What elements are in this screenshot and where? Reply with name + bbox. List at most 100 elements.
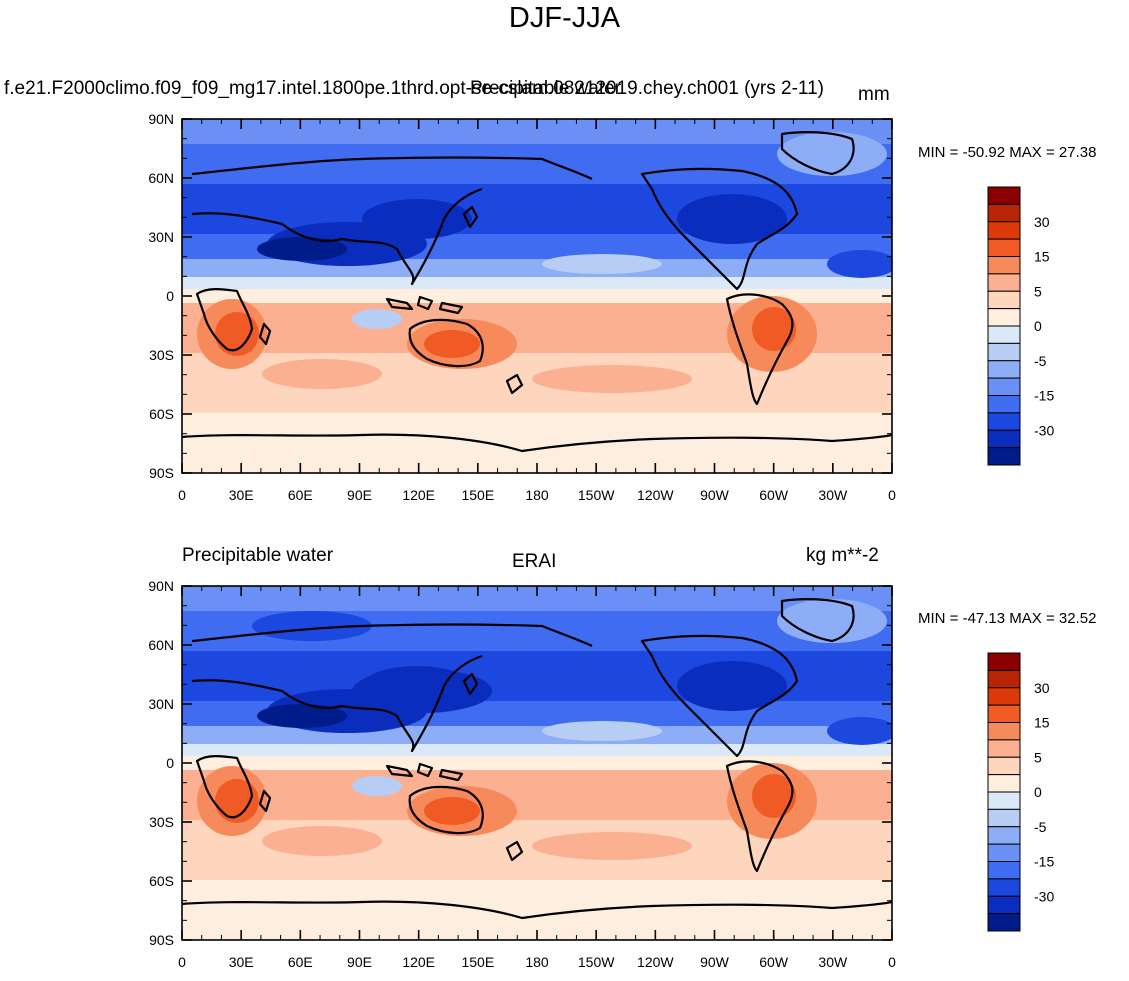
model-lat-label: 30N [148, 229, 174, 245]
erai-colorbar-swatch [987, 652, 1021, 671]
model-lon-label: 30W [818, 487, 848, 503]
erai-lon-label: 120W [637, 954, 674, 970]
erai-colorbar-swatch [987, 843, 1021, 862]
erai-variable-title: Precipitable water [182, 545, 334, 566]
model-colorbar-swatch [987, 325, 1021, 344]
erai-max-label: MAX = 32.52 [1009, 610, 1097, 627]
model-colorbar-swatch [987, 395, 1021, 414]
erai-colorbar-swatch [987, 861, 1021, 880]
model-lat-label: 90S [149, 465, 174, 481]
erai-colorbar-swatch [987, 808, 1021, 828]
erai-colorbar-swatch [987, 791, 1021, 810]
model-colorbar-label: -15 [1034, 388, 1054, 404]
model-lon-label: 90W [700, 487, 730, 503]
erai-lon-label: 60E [288, 954, 313, 970]
erai-dataset-title: ERAI [512, 551, 557, 572]
erai-colorbar-swatch [987, 669, 1021, 689]
model-lon-label: 120W [637, 487, 674, 503]
model-lat-label: 90N [148, 111, 174, 127]
erai-colorbar-label: 15 [1034, 715, 1050, 731]
model-colorbar-swatch [987, 256, 1021, 275]
model-colorbar-swatch [987, 412, 1021, 431]
model-colorbar-label: 15 [1034, 249, 1050, 265]
erai-lon-label: 60W [759, 954, 789, 970]
erai-min-label: MIN = -47.13 [918, 610, 1006, 627]
model-minmax-readout: MIN = -50.92 MAX = 27.38 [918, 144, 1096, 161]
erai-lon-label: 30W [818, 954, 848, 970]
model-lon-label: 30E [229, 487, 254, 503]
erai-lon-label: 0 [178, 954, 186, 970]
model-lon-label: 150W [578, 487, 615, 503]
model-lon-label: 0 [888, 487, 896, 503]
erai-lat-label: 30N [148, 696, 174, 712]
erai-lat-label: 0 [166, 755, 174, 771]
model-colorbar-swatch [987, 238, 1021, 257]
model-lon-label: 0 [178, 487, 186, 503]
model-colorbar-label: 0 [1034, 318, 1042, 334]
erai-colorbar-swatch [987, 826, 1021, 845]
model-lat-label: 30S [149, 347, 174, 363]
erai-lon-label: 120E [402, 954, 435, 970]
model-colorbar-swatch [987, 360, 1021, 379]
model-colorbar-swatch [987, 308, 1021, 327]
model-colorbar-swatch [987, 429, 1021, 449]
model-colorbar-swatch [987, 377, 1021, 396]
erai-lat-label: 90S [149, 932, 174, 948]
model-lon-label: 60W [759, 487, 789, 503]
erai-lon-label: 90W [700, 954, 730, 970]
erai-colorbar-label: 30 [1034, 680, 1050, 696]
model-lat-label: 0 [166, 288, 174, 304]
erai-lat-label: 60N [148, 637, 174, 653]
erai-colorbar-swatch [987, 739, 1021, 758]
erai-lon-label: 180 [525, 954, 549, 970]
erai-lat-label: 90N [148, 578, 174, 594]
model-colorbar-swatch [987, 186, 1021, 205]
erai-minmax-readout: MIN = -47.13 MAX = 32.52 [918, 610, 1096, 627]
model-contour-field [182, 119, 892, 473]
model-colorbar-label: -5 [1034, 353, 1047, 369]
model-lon-label: 180 [525, 487, 549, 503]
model-lat-label: 60S [149, 406, 174, 422]
model-min-label: MIN = -50.92 [918, 144, 1006, 161]
figure-title: DJF-JJA [508, 2, 621, 34]
model-case-title: f.e21.F2000climo.f09_f09_mg17.intel.1800… [4, 78, 824, 99]
model-lon-label: 90E [347, 487, 372, 503]
erai-colorbar-swatch [987, 756, 1021, 776]
erai-lon-label: 30E [229, 954, 254, 970]
erai-colorbar-swatch [987, 687, 1021, 706]
model-colorbar-swatch [987, 290, 1021, 310]
model-lat-label: 60N [148, 170, 174, 186]
model-variable-title: Precipitable water [470, 78, 622, 99]
model-colorbar-label: 30 [1034, 214, 1050, 230]
erai-colorbar-swatch [987, 878, 1021, 897]
erai-colorbar-label: -5 [1034, 819, 1047, 835]
model-colorbar-swatch [987, 447, 1021, 466]
model-colorbar-label: 5 [1034, 283, 1042, 299]
model-lon-label: 150E [461, 487, 494, 503]
erai-lat-label: 30S [149, 814, 174, 830]
model-colorbar-swatch [987, 342, 1021, 362]
erai-colorbar-label: -30 [1034, 888, 1054, 904]
model-lon-label: 120E [402, 487, 435, 503]
erai-colorbar-swatch [987, 913, 1021, 932]
erai-lon-label: 150W [578, 954, 615, 970]
erai-lon-label: 0 [888, 954, 896, 970]
model-max-label: MAX = 27.38 [1009, 144, 1097, 161]
erai-colorbar-swatch [987, 722, 1021, 741]
erai-colorbar-label: -15 [1034, 854, 1054, 870]
erai-lon-label: 90E [347, 954, 372, 970]
model-lon-label: 60E [288, 487, 313, 503]
erai-lon-label: 150E [461, 954, 494, 970]
erai-colorbar-swatch [987, 895, 1021, 915]
model-units-title: mm [858, 84, 890, 105]
erai-contour-field [182, 586, 892, 940]
erai-colorbar: 30 15 5 0 -5 -15 -30 [987, 652, 1054, 932]
model-colorbar-swatch [987, 203, 1021, 223]
model-colorbar-swatch [987, 221, 1021, 240]
erai-colorbar-swatch [987, 774, 1021, 793]
model-colorbar-label: -30 [1034, 422, 1054, 438]
